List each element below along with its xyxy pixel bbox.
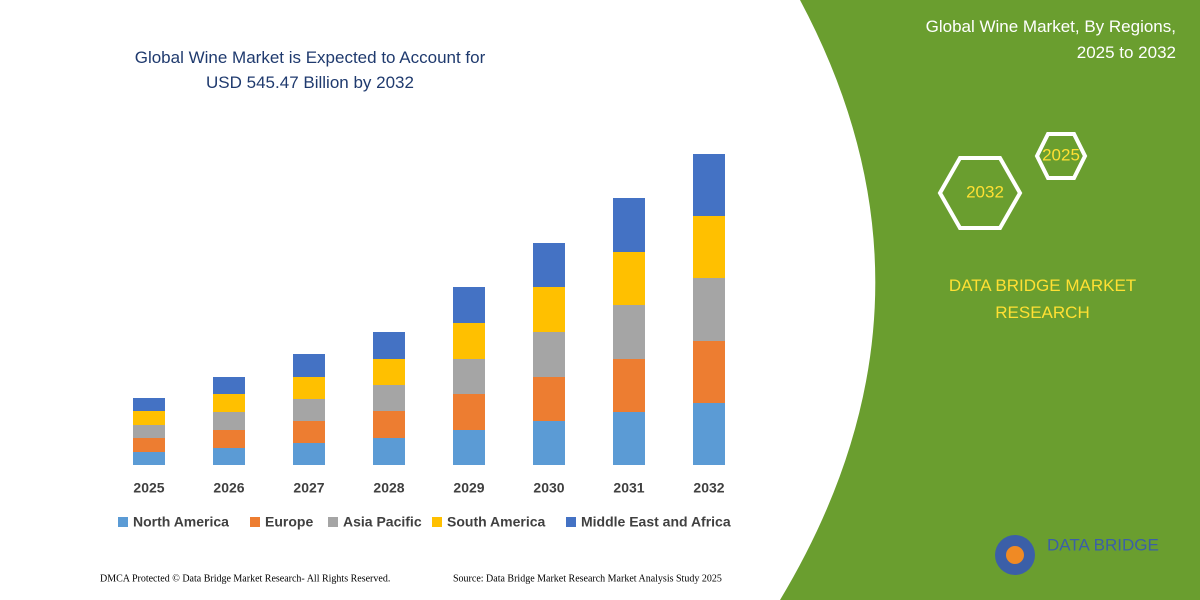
bar-segment	[213, 377, 245, 394]
bar-segment	[693, 278, 725, 341]
legend-swatch	[566, 517, 576, 527]
bar-segment	[213, 412, 245, 430]
x-tick-label: 2030	[533, 480, 564, 496]
bar-segment	[213, 448, 245, 465]
logo-text: DATA BRIDGE	[1047, 535, 1159, 554]
bar-segment	[373, 411, 405, 438]
hex-label: 2025	[1042, 145, 1080, 164]
legend-swatch	[432, 517, 442, 527]
bar-segment	[133, 452, 165, 465]
bar-segment	[533, 287, 565, 332]
x-tick-label: 2025	[133, 480, 164, 496]
bar-segment	[693, 154, 725, 216]
bar-segment	[293, 443, 325, 465]
bar-segment	[213, 394, 245, 412]
bar-segment	[373, 332, 405, 359]
side-panel	[780, 0, 1200, 600]
bar-segment	[373, 359, 405, 385]
bar-segment	[453, 359, 485, 394]
legend-swatch	[328, 517, 338, 527]
bar-segment	[613, 198, 645, 252]
bar-segment	[533, 421, 565, 465]
bar-segment	[613, 359, 645, 412]
bar-segment	[133, 411, 165, 425]
x-tick-label: 2032	[693, 480, 724, 496]
bar-segment	[293, 377, 325, 399]
legend-label: North America	[133, 514, 229, 530]
x-tick-label: 2028	[373, 480, 404, 496]
hexagon	[937, 156, 1023, 230]
footer-text: DMCA Protected © Data Bridge Market Rese…	[100, 573, 390, 584]
legend-label: South America	[447, 514, 545, 530]
x-tick-label: 2031	[613, 480, 644, 496]
bar-segment	[453, 287, 485, 323]
bar-segment	[133, 398, 165, 411]
bar-segment	[133, 438, 165, 452]
legend-label: Asia Pacific	[343, 514, 422, 530]
logo-mark	[1006, 546, 1024, 564]
legend-label: Middle East and Africa	[581, 514, 731, 530]
bar-segment	[293, 421, 325, 443]
bar-segment	[613, 252, 645, 305]
bar-segment	[533, 243, 565, 287]
x-tick-label: 2027	[293, 480, 324, 496]
bar-segment	[373, 385, 405, 411]
bar-segment	[453, 394, 485, 430]
panel-title: Global Wine Market, By Regions, 2025 to …	[925, 17, 1176, 62]
bar-segment	[693, 341, 725, 403]
bar-segment	[213, 430, 245, 448]
bar-segment	[693, 216, 725, 278]
bar-segment	[533, 377, 565, 421]
x-tick-label: 2029	[453, 480, 484, 496]
bar-segment	[453, 430, 485, 465]
hex-label: 2032	[966, 182, 1004, 201]
bar-segment	[693, 403, 725, 465]
bar-segment	[293, 354, 325, 377]
bar-segment	[613, 305, 645, 359]
bar-segment	[453, 323, 485, 359]
x-tick-label: 2026	[213, 480, 244, 496]
bar-segment	[613, 412, 645, 465]
hexagon	[1034, 132, 1088, 180]
legend-swatch	[250, 517, 260, 527]
brand-text: DATA BRIDGE MARKET RESEARCH	[948, 276, 1137, 322]
bar-segment	[533, 332, 565, 377]
legend-swatch	[118, 517, 128, 527]
chart-title: Global Wine Market is Expected to Accoun…	[134, 48, 486, 92]
bar-segment	[293, 399, 325, 421]
footer-text: Source: Data Bridge Market Research Mark…	[453, 573, 722, 584]
legend-label: Europe	[265, 514, 313, 530]
bar-segment	[373, 438, 405, 465]
bar-segment	[133, 425, 165, 438]
